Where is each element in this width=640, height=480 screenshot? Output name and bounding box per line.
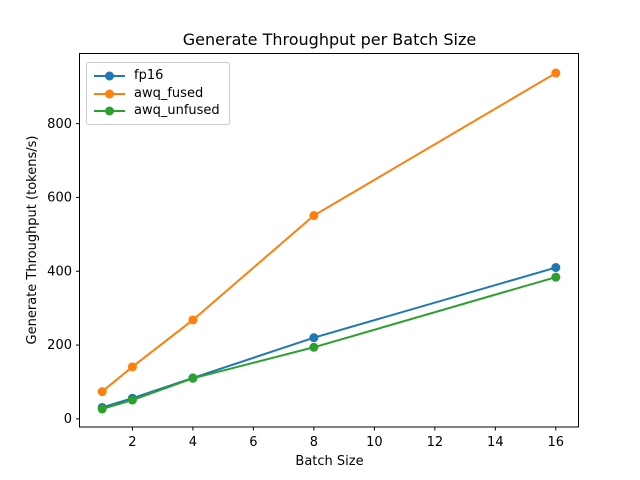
- x-tick-label: 4: [189, 435, 197, 450]
- legend-label: awq_fused: [134, 85, 204, 101]
- series-marker-awq_fused: [188, 315, 198, 325]
- series-marker-awq_unfused: [97, 404, 107, 414]
- series-marker-fp16: [309, 333, 319, 343]
- x-tick-label: 2: [128, 435, 136, 450]
- legend-line-sample-icon: [94, 71, 125, 81]
- series-marker-awq_unfused: [188, 373, 198, 383]
- y-tick-label: 0: [64, 412, 72, 427]
- y-tick-label: 200: [47, 338, 72, 353]
- series-marker-awq_fused: [309, 211, 319, 221]
- y-tick-label: 600: [47, 191, 72, 206]
- series-marker-awq_unfused: [309, 342, 319, 352]
- legend-label: awq_unfused: [134, 103, 220, 119]
- y-tick-label: 400: [47, 264, 72, 279]
- x-tick-label: 14: [487, 435, 504, 450]
- y-axis-label: Generate Throughput (tokens/s): [25, 135, 40, 345]
- legend-item-awq_fused: awq_fused: [93, 85, 221, 103]
- series-line-awq_unfused: [101, 276, 557, 410]
- series-marker-awq_fused: [127, 362, 137, 372]
- chart-title: Generate Throughput per Batch Size: [182, 30, 477, 49]
- x-tick-label: 10: [366, 435, 383, 450]
- legend-item-awq_unfused: awq_unfused: [93, 102, 221, 120]
- legend: fp16 awq_fused awq_unfused: [86, 62, 230, 125]
- x-tick-label: 8: [310, 435, 318, 450]
- y-tick-label: 800: [47, 117, 72, 132]
- series-marker-awq_fused: [551, 68, 561, 78]
- legend-item-fp16: fp16: [93, 67, 221, 85]
- legend-line-sample-icon: [94, 106, 125, 116]
- axes-frame: [79, 53, 579, 428]
- series-marker-awq_unfused: [551, 272, 561, 282]
- x-tick-label: 16: [548, 435, 565, 450]
- legend-label: fp16: [134, 67, 164, 83]
- x-axis-label: Batch Size: [295, 454, 364, 469]
- x-tick-label: 6: [249, 435, 257, 450]
- series-marker-fp16: [551, 263, 561, 273]
- series-marker-awq_fused: [97, 387, 107, 397]
- series-marker-awq_unfused: [127, 395, 137, 405]
- x-tick-label: 12: [427, 435, 444, 450]
- legend-line-sample-icon: [94, 89, 125, 98]
